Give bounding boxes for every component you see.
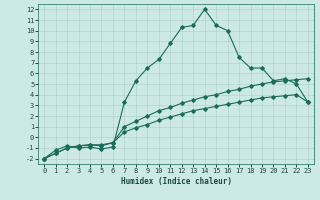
X-axis label: Humidex (Indice chaleur): Humidex (Indice chaleur) [121, 177, 231, 186]
